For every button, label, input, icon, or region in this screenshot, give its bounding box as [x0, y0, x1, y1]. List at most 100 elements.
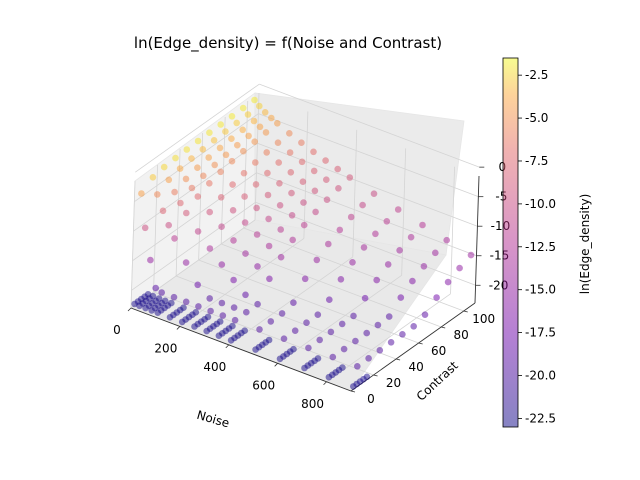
data-point [141, 224, 149, 232]
colorbar-frame [502, 57, 519, 428]
data-point [228, 135, 235, 142]
data-point [217, 121, 224, 128]
data-point [287, 169, 295, 176]
data-point [194, 228, 202, 235]
z-axis-line [474, 175, 480, 304]
data-point [239, 126, 246, 134]
data-point [372, 230, 379, 238]
data-point [242, 291, 249, 299]
data-point [234, 141, 241, 149]
x-tick-mark [127, 307, 132, 312]
data-point [262, 129, 270, 136]
data-point [188, 155, 195, 162]
x-tick-mark [274, 363, 278, 367]
data-point [267, 318, 275, 325]
data-point [172, 154, 179, 162]
data-point [374, 321, 382, 329]
colorbar-ticks: -2.5 -5.0 -7.5 -10.0 -12.5 -15.0 -17.5 -20.0 -22… [518, 68, 556, 425]
data-point [166, 314, 174, 321]
y-tick-label: 40 [408, 360, 423, 374]
data-point [409, 277, 416, 285]
data-point [299, 178, 307, 185]
z-grid-back [258, 113, 479, 198]
data-point [215, 332, 223, 340]
data-point [254, 300, 261, 308]
data-point [177, 199, 184, 207]
y-grid-floor [153, 291, 374, 376]
z-grid-back [259, 83, 480, 168]
data-point [274, 139, 282, 146]
data-point [350, 312, 357, 320]
data-point [365, 355, 372, 362]
data-point [195, 303, 202, 310]
x-tick-mark [323, 381, 327, 386]
data-point [337, 276, 345, 283]
data-point [230, 276, 237, 284]
data-point [170, 293, 178, 301]
data-point [360, 244, 368, 251]
data-point [245, 132, 252, 140]
data-point [335, 185, 342, 192]
data-point [286, 130, 293, 137]
data-point [244, 111, 252, 118]
data-point [178, 318, 186, 326]
z-grid-back [257, 142, 478, 227]
data-point [323, 196, 331, 203]
data-point [142, 304, 149, 312]
data-point [456, 264, 463, 272]
data-point [325, 240, 332, 248]
data-point [443, 236, 451, 244]
data-point [361, 294, 369, 302]
data-point [216, 144, 224, 152]
y-tick-label: 80 [454, 328, 469, 342]
data-point [352, 337, 359, 345]
y-tick-mark [395, 358, 401, 361]
data-point [252, 181, 260, 188]
data-point [373, 276, 381, 284]
z-grid-left [135, 83, 260, 173]
data-point [286, 149, 294, 156]
data-point [420, 263, 428, 270]
data-point [313, 256, 321, 264]
data-point [340, 345, 348, 353]
data-point [432, 249, 439, 257]
data-point [199, 146, 207, 153]
data-point [266, 275, 273, 283]
data-point [263, 149, 271, 156]
data-point [323, 176, 330, 183]
z-grid-left [134, 113, 259, 203]
data-point [354, 363, 361, 370]
data-point [329, 353, 337, 361]
y-tick-mark [441, 326, 446, 329]
data-point [188, 184, 196, 192]
colorbar-tick-label: -15.0 [525, 283, 556, 297]
data-point [228, 113, 236, 120]
data-point [158, 289, 165, 296]
x-tick-label: 200 [154, 341, 177, 355]
colorbar-tick-label: -12.5 [525, 240, 556, 254]
data-point [336, 226, 344, 234]
data-point [289, 236, 297, 244]
x-tick-mark [176, 326, 181, 330]
data-point [241, 219, 249, 226]
data-point [322, 157, 329, 164]
data-point [218, 261, 226, 268]
axes-edges [130, 175, 480, 392]
data-point [291, 327, 299, 335]
data-point [253, 204, 260, 212]
data-point [421, 311, 429, 319]
data-point [218, 223, 225, 230]
data-point [206, 129, 213, 136]
y-tick-label: 100 [472, 312, 495, 326]
data-point [338, 320, 346, 328]
colorbar-tick-label: -5.0 [525, 111, 548, 125]
data-point [231, 316, 239, 324]
data-point [165, 176, 173, 184]
data-point [194, 164, 201, 171]
data-point [171, 188, 178, 196]
x-grid-floor [277, 275, 402, 364]
data-point [311, 187, 319, 195]
data-point [467, 251, 475, 259]
data-point [154, 309, 162, 317]
data-point [376, 347, 384, 354]
